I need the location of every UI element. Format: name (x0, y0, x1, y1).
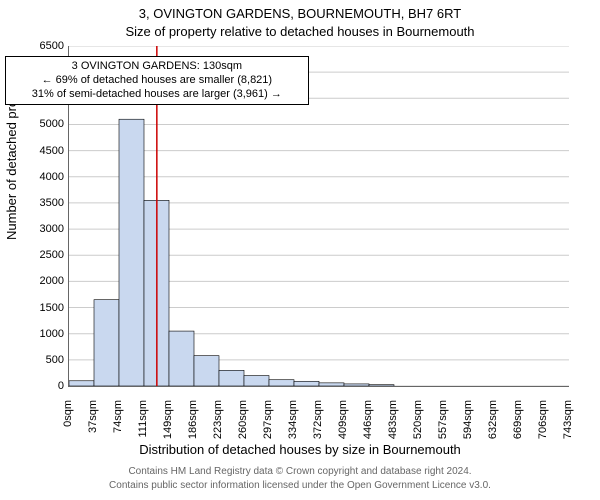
y-tick-label: 500 (16, 354, 64, 366)
x-tick-label: 297sqm (262, 400, 274, 445)
y-tick-label: 1500 (16, 302, 64, 314)
x-tick-label: 37sqm (87, 400, 99, 445)
y-tick-label: 6500 (16, 40, 64, 52)
x-tick-label: 632sqm (487, 400, 499, 445)
x-tick-label: 483sqm (387, 400, 399, 445)
histogram-bar (194, 356, 219, 386)
annotation-line2: ← 69% of detached houses are smaller (8,… (12, 74, 302, 88)
x-tick-label: 223sqm (212, 400, 224, 445)
x-tick-label: 409sqm (337, 400, 349, 445)
y-tick-label: 3000 (16, 223, 64, 235)
y-tick-label: 2500 (16, 249, 64, 261)
x-tick-label: 669sqm (512, 400, 524, 445)
histogram-bar (294, 381, 319, 386)
chart-title-line1: 3, OVINGTON GARDENS, BOURNEMOUTH, BH7 6R… (0, 6, 600, 21)
x-axis-label: Distribution of detached houses by size … (0, 442, 600, 457)
histogram-bar (344, 384, 369, 386)
histogram-bar (94, 300, 119, 386)
footer-line1: Contains HM Land Registry data © Crown c… (0, 466, 600, 477)
x-tick-label: 260sqm (237, 400, 249, 445)
footer-line2: Contains public sector information licen… (0, 480, 600, 491)
histogram-bar (269, 380, 294, 386)
x-tick-label: 111sqm (137, 400, 149, 445)
x-tick-label: 706sqm (537, 400, 549, 445)
histogram-bar (169, 331, 194, 386)
histogram-bar (119, 119, 144, 386)
histogram-bar (369, 385, 394, 386)
x-tick-label: 0sqm (62, 400, 74, 445)
histogram-bar (319, 383, 344, 386)
x-tick-label: 446sqm (362, 400, 374, 445)
y-tick-label: 3500 (16, 197, 64, 209)
x-tick-label: 149sqm (162, 400, 174, 445)
y-tick-label: 1000 (16, 328, 64, 340)
x-tick-label: 557sqm (437, 400, 449, 445)
chart-title-line2: Size of property relative to detached ho… (0, 24, 600, 39)
histogram-bar (244, 376, 269, 386)
y-tick-label: 4500 (16, 145, 64, 157)
x-tick-label: 594sqm (462, 400, 474, 445)
x-tick-label: 334sqm (287, 400, 299, 445)
y-tick-label: 4000 (16, 171, 64, 183)
annotation-line1: 3 OVINGTON GARDENS: 130sqm (12, 60, 302, 74)
annotation-line3: 31% of semi-detached houses are larger (… (12, 88, 302, 102)
x-tick-label: 520sqm (412, 400, 424, 445)
y-tick-label: 2000 (16, 275, 64, 287)
x-tick-label: 186sqm (187, 400, 199, 445)
x-tick-label: 372sqm (312, 400, 324, 445)
histogram-bar (69, 381, 94, 386)
y-tick-label: 0 (16, 380, 64, 392)
x-tick-label: 74sqm (112, 400, 124, 445)
annotation-box: 3 OVINGTON GARDENS: 130sqm ← 69% of deta… (5, 56, 309, 105)
chart-container: 3, OVINGTON GARDENS, BOURNEMOUTH, BH7 6R… (0, 0, 600, 500)
y-tick-label: 5000 (16, 118, 64, 130)
x-tick-label: 743sqm (562, 400, 574, 445)
histogram-bar (219, 370, 244, 386)
